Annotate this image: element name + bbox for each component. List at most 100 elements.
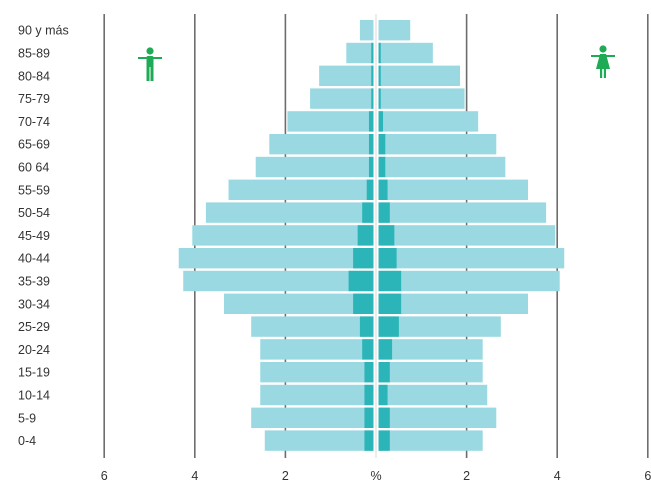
- bar-right-inner: [378, 65, 381, 86]
- bar-right-inner: [378, 156, 386, 178]
- bar-right-inner: [378, 339, 393, 360]
- bar-right: [378, 293, 528, 314]
- category-label: 20-24: [18, 343, 50, 357]
- category-label: 80-84: [18, 69, 50, 83]
- x-tick-label: 4: [554, 469, 561, 483]
- x-axis-unit-label: %: [370, 469, 381, 483]
- category-label: 85-89: [18, 47, 50, 61]
- bar-right: [378, 384, 488, 406]
- bar-left: [224, 293, 374, 314]
- bar-left: [346, 42, 374, 64]
- bar-left: [287, 111, 374, 132]
- bar-left: [260, 384, 374, 406]
- bar-right-inner: [378, 384, 388, 406]
- bar-right-inner: [378, 293, 402, 314]
- bar-right-inner: [378, 316, 399, 337]
- bar-left: [183, 270, 374, 292]
- bar-right: [378, 65, 461, 86]
- bar-left-inner: [371, 42, 374, 64]
- bar-left-inner: [364, 407, 374, 428]
- category-label: 0-4: [18, 434, 36, 448]
- category-label: 30-34: [18, 297, 50, 311]
- category-label: 10-14: [18, 389, 50, 403]
- category-label: 25-29: [18, 320, 50, 334]
- x-tick-label: 6: [644, 469, 651, 483]
- bar-left-inner: [362, 339, 374, 360]
- x-tick-label: 2: [463, 469, 470, 483]
- bar-right: [378, 316, 501, 337]
- category-label: 5-9: [18, 411, 36, 425]
- bar-right-inner: [378, 362, 390, 383]
- bar-right-inner: [378, 248, 397, 269]
- bar-left-inner: [353, 248, 374, 269]
- bar-right: [378, 88, 465, 109]
- category-label: 50-54: [18, 206, 50, 220]
- category-label: 65-69: [18, 138, 50, 152]
- category-label: 75-79: [18, 92, 50, 106]
- bar-right-inner: [378, 202, 390, 223]
- bar-left: [269, 134, 374, 155]
- bar-left-inner: [368, 134, 374, 155]
- category-label: 90 y más: [18, 24, 69, 38]
- bar-left-inner: [357, 225, 374, 246]
- female-icon-dress: [596, 54, 610, 69]
- bar-left: [255, 156, 374, 178]
- bar-left: [251, 407, 374, 428]
- bar-left: [264, 430, 374, 451]
- bar-right-inner: [378, 225, 395, 246]
- x-tick-label: 2: [282, 469, 289, 483]
- bar-left: [359, 20, 374, 41]
- category-label: 60 64: [18, 161, 49, 175]
- bar-right: [378, 202, 547, 223]
- x-tick-label: 4: [191, 469, 198, 483]
- bar-right-inner: [378, 179, 388, 200]
- male-icon-head: [146, 47, 154, 55]
- bar-right: [378, 248, 565, 269]
- bar-left: [260, 339, 374, 360]
- category-label: 55-59: [18, 183, 50, 197]
- bar-right: [378, 362, 483, 383]
- bar-right: [378, 225, 556, 246]
- female-icon-leg-left: [600, 69, 603, 78]
- bar-left: [192, 225, 374, 246]
- bar-left-inner: [364, 430, 374, 451]
- bar-right-inner: [378, 430, 390, 451]
- female-figure-icon: [591, 45, 615, 78]
- bar-left-inner: [353, 293, 374, 314]
- female-icon-head: [599, 45, 607, 53]
- category-label: 40-44: [18, 252, 50, 266]
- bar-left-inner: [348, 270, 374, 292]
- bar-left-inner: [362, 202, 374, 223]
- bar-left: [319, 65, 374, 86]
- bar-left: [260, 362, 374, 383]
- bar-right: [378, 430, 483, 451]
- bar-right-inner: [378, 407, 390, 428]
- bar-left-inner: [368, 111, 374, 132]
- bar-right: [378, 134, 497, 155]
- bar-right-inner: [378, 88, 381, 109]
- bar-left: [310, 88, 374, 109]
- bar-right-inner: [378, 270, 402, 292]
- category-label: 70-74: [18, 115, 50, 129]
- bar-left: [251, 316, 374, 337]
- bar-right: [378, 179, 528, 200]
- male-icon-leg-right: [150, 66, 154, 81]
- bar-left-inner: [364, 384, 374, 406]
- bar-right-inner: [378, 42, 381, 64]
- female-icon-leg-right: [603, 69, 606, 78]
- bar-right: [378, 270, 560, 292]
- category-label: 15-19: [18, 366, 50, 380]
- bar-left-inner: [366, 179, 374, 200]
- bar-right: [378, 407, 497, 428]
- bar-right-inner: [378, 134, 386, 155]
- bar-left-inner: [364, 362, 374, 383]
- bar-left-inner: [359, 316, 374, 337]
- bar-left-inner: [371, 65, 374, 86]
- bar-right: [378, 156, 506, 178]
- bar-right: [378, 42, 433, 64]
- bar-right-inner: [378, 111, 384, 132]
- male-icon-arms: [138, 57, 162, 59]
- bar-left-inner: [371, 88, 374, 109]
- category-label: 35-39: [18, 275, 50, 289]
